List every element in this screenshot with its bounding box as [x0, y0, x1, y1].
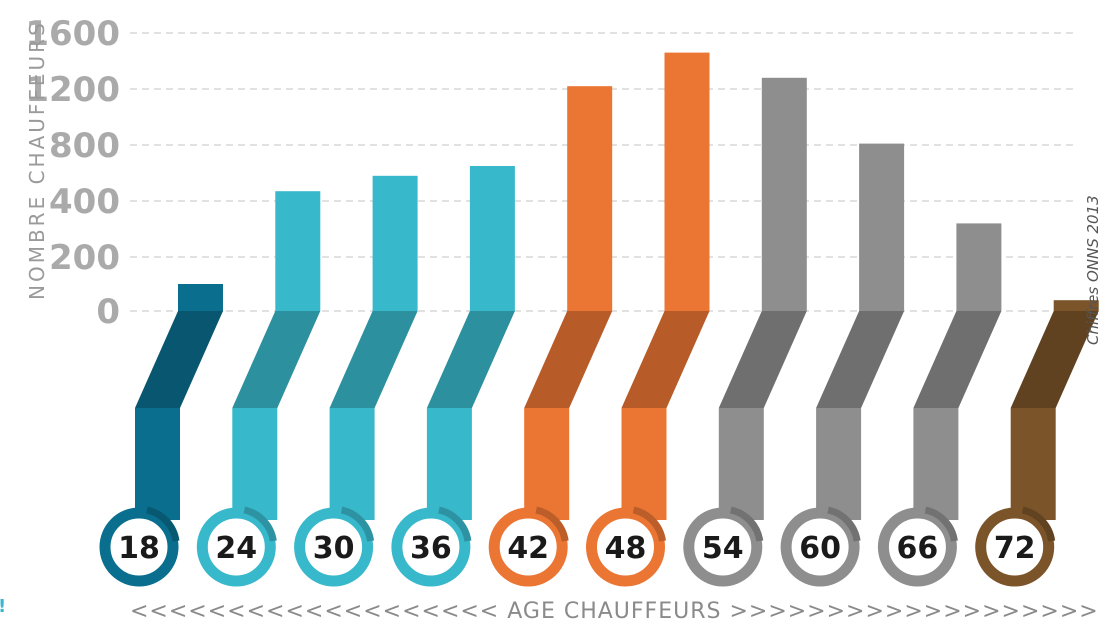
age-badge — [391, 507, 471, 587]
bar-leg — [524, 408, 570, 520]
bar — [664, 52, 710, 311]
bar-connector — [329, 311, 418, 408]
bar — [761, 77, 807, 311]
x-tick-label: 36 — [410, 531, 452, 566]
bar — [372, 175, 418, 311]
bar-leg — [1010, 408, 1056, 520]
badge-shadow — [1021, 506, 1056, 542]
margin-text: ! — [0, 596, 6, 617]
x-tick-label: 48 — [605, 531, 647, 566]
age-badge — [586, 507, 665, 587]
bar — [956, 223, 1002, 311]
bar — [567, 86, 613, 311]
bar — [859, 143, 905, 311]
x-tick-label: 72 — [994, 531, 1036, 566]
bar-connector — [621, 311, 710, 408]
badge-shadow — [243, 506, 277, 542]
x-tick-label: 30 — [313, 531, 355, 566]
bar-connector — [426, 311, 515, 408]
y-tick-label: 800 — [49, 126, 120, 166]
bar-group: 36 — [391, 166, 515, 587]
age-badge — [780, 507, 860, 587]
age-badge — [683, 507, 763, 587]
x-tick-label: 24 — [215, 531, 257, 566]
bar-group: 30 — [294, 175, 418, 587]
bar-group: 60 — [780, 143, 905, 587]
age-badge — [294, 507, 374, 587]
y-tick-label: 200 — [49, 238, 120, 278]
bar-leg — [816, 408, 862, 520]
badge-shadow — [924, 506, 958, 542]
y-axis-ticks: 0 200 400 800 1200 1600 — [25, 14, 120, 332]
x-tick-label: 18 — [118, 531, 160, 566]
x-tick-label: 60 — [799, 531, 841, 566]
y-axis-label: NOMBRE CHAUFFEURS — [25, 20, 49, 300]
source-note: Chiffres ONNS 2013 — [1084, 195, 1102, 345]
age-badge — [99, 507, 179, 587]
bar-leg — [621, 408, 667, 520]
bar-leg — [135, 408, 180, 520]
y-tick-label: 0 — [96, 292, 120, 332]
bar-connector — [232, 311, 321, 408]
bar-group: 66 — [877, 223, 1002, 587]
badge-shadow — [632, 506, 666, 542]
bar-connector — [524, 311, 613, 408]
bar-connector — [913, 311, 1002, 408]
bar-group: 48 — [586, 52, 710, 587]
badge-shadow — [827, 506, 861, 542]
bar-connector — [816, 311, 905, 408]
y-tick-label: 1200 — [25, 70, 120, 110]
age-badge — [877, 507, 957, 587]
y-tick-label: 400 — [49, 182, 120, 222]
y-tick-label: 1600 — [25, 14, 120, 54]
age-badge — [196, 507, 276, 587]
bar-leg — [329, 408, 375, 520]
bar-leg — [232, 408, 278, 520]
bar — [1053, 300, 1099, 311]
bars: 18 24 30 36 42 48 54 60 66 72 — [99, 52, 1099, 587]
bar — [275, 191, 321, 311]
badge-shadow — [340, 506, 375, 542]
x-tick-label: 54 — [702, 531, 744, 566]
bar-group: 72 — [975, 300, 1099, 587]
bar-leg — [718, 408, 764, 520]
age-badge — [975, 507, 1055, 587]
x-axis-label: <<<<<<<<<<<<<<<<<<< AGE CHAUFFEURS >>>>>… — [130, 599, 1099, 624]
bar-connector — [718, 311, 807, 408]
bar — [469, 166, 515, 311]
badge-shadow — [729, 506, 764, 542]
bar-leg — [913, 408, 959, 520]
x-tick-label: 66 — [897, 531, 939, 566]
badge-shadow — [535, 506, 569, 542]
bar-connector — [135, 311, 223, 408]
bar-group: 54 — [683, 77, 807, 587]
badge-shadow — [437, 506, 472, 542]
bar-connector — [1010, 311, 1099, 408]
bar-group: 42 — [488, 86, 613, 587]
bar-group: 24 — [196, 191, 321, 587]
bar — [178, 284, 223, 311]
bar-leg — [426, 408, 472, 520]
badge-shadow — [146, 506, 180, 542]
x-tick-label: 42 — [507, 531, 549, 566]
age-badge — [488, 507, 568, 587]
bar-group: 18 — [99, 284, 223, 587]
